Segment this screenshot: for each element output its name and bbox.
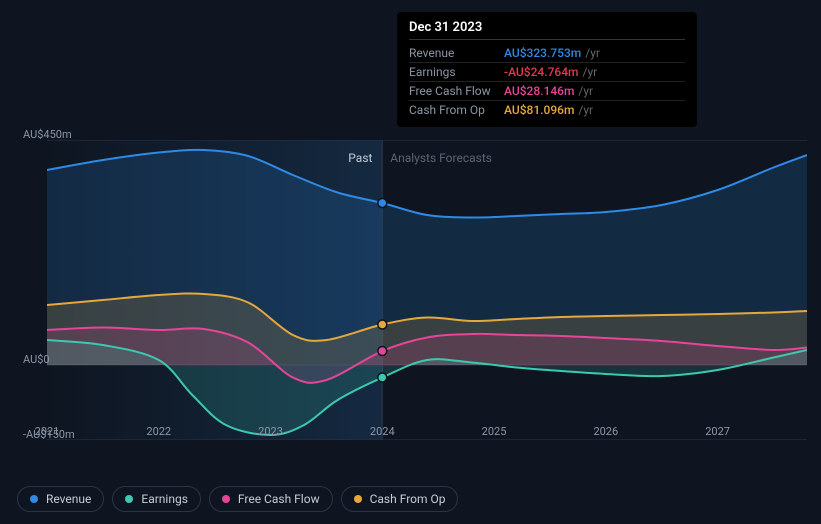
tooltip-metric-unit: /yr — [583, 65, 598, 79]
x-axis-label: 2027 — [705, 425, 730, 438]
series-marker-revenue — [378, 199, 387, 208]
tooltip-metric-value: AU$323.753m — [504, 46, 581, 60]
tooltip-row: RevenueAU$323.753m/yr — [409, 44, 685, 63]
x-axis-label: 2026 — [593, 425, 618, 438]
legend-dot — [222, 495, 230, 503]
tooltip-metric-value: -AU$24.764m — [504, 65, 579, 79]
tooltip-row: Earnings-AU$24.764m/yr — [409, 63, 685, 82]
tooltip-metric-value: AU$28.146m — [504, 84, 574, 98]
y-axis-label: AU$450m — [23, 128, 72, 141]
chart-legend: Revenue Earnings Free Cash Flow Cash From O… — [17, 486, 458, 512]
legend-dot — [354, 495, 362, 503]
section-label-forecast: Analysts Forecasts — [390, 151, 492, 165]
x-axis: 2021202220232024202520262027 — [47, 425, 807, 445]
tooltip-date: Dec 31 2023 — [409, 20, 685, 40]
series-marker-free-cash-flow — [378, 347, 387, 356]
tooltip-metric-label: Cash From Op — [409, 103, 504, 117]
y-axis-label: AU$0 — [23, 353, 50, 366]
tooltip-metric-unit: /yr — [578, 103, 593, 117]
tooltip-rows: RevenueAU$323.753m/yrEarnings-AU$24.764m… — [409, 44, 685, 119]
legend-label: Earnings — [141, 492, 188, 506]
chart-tooltip: Dec 31 2023 RevenueAU$323.753m/yrEarning… — [397, 12, 697, 127]
tooltip-metric-label: Earnings — [409, 65, 504, 79]
legend-label: Revenue — [46, 492, 91, 506]
legend-dot — [125, 495, 133, 503]
tooltip-metric-label: Revenue — [409, 46, 504, 60]
legend-label: Cash From Op — [370, 492, 446, 506]
tooltip-metric-unit: /yr — [585, 46, 600, 60]
x-axis-label: 2025 — [482, 425, 507, 438]
tooltip-metric-unit: /yr — [578, 84, 593, 98]
chart-svg — [47, 140, 807, 440]
legend-item-earnings[interactable]: Earnings — [112, 486, 201, 512]
x-axis-label: 2024 — [370, 425, 395, 438]
legend-label: Free Cash Flow — [238, 492, 320, 506]
series-marker-cash-from-op — [378, 320, 387, 329]
tooltip-metric-label: Free Cash Flow — [409, 84, 504, 98]
legend-item-revenue[interactable]: Revenue — [17, 486, 104, 512]
x-axis-label: 2023 — [258, 425, 283, 438]
tooltip-metric-value: AU$81.096m — [504, 103, 574, 117]
financials-chart[interactable]: AU$450mAU$0-AU$150m202120222023202420252… — [17, 125, 807, 445]
legend-item-free-cash-flow[interactable]: Free Cash Flow — [209, 486, 333, 512]
section-label-past: Past — [348, 151, 372, 165]
x-axis-label: 2022 — [146, 425, 171, 438]
legend-item-cash-from-op[interactable]: Cash From Op — [341, 486, 459, 512]
tooltip-row: Free Cash FlowAU$28.146m/yr — [409, 82, 685, 101]
series-marker-earnings — [378, 373, 387, 382]
legend-dot — [30, 495, 38, 503]
x-axis-label: 2021 — [35, 425, 60, 438]
tooltip-row: Cash From OpAU$81.096m/yr — [409, 101, 685, 119]
